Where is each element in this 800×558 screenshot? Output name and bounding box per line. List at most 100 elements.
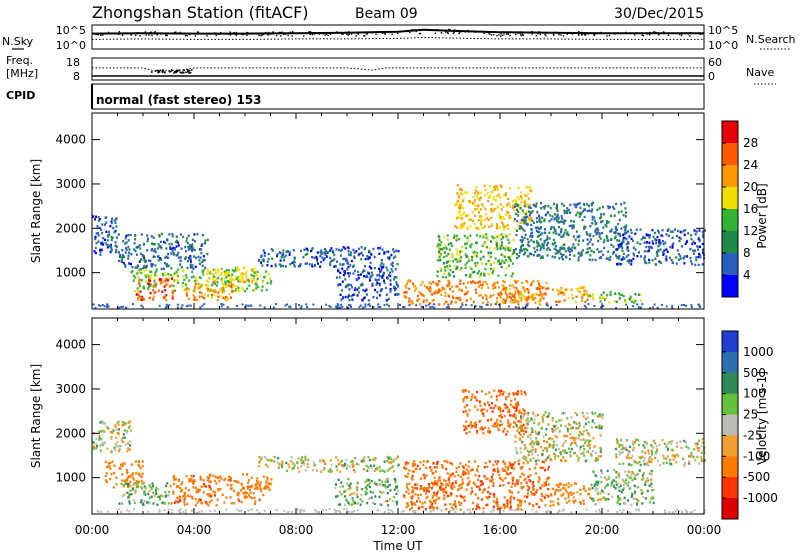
power-cell-2 [233,279,235,281]
velocity-cell-3 [260,488,262,490]
velocity-cell-6 [501,506,503,508]
velocity-cell-6 [532,481,534,483]
power-cell-3 [160,282,162,284]
power-cell-4 [227,285,229,287]
noise-tick-left-top: 10^5 [56,24,86,37]
power-cell-11 [509,288,511,290]
power-cell-14 [616,263,618,265]
noise-point [520,34,521,35]
velocity-cell-4 [375,468,377,470]
noise-point [118,34,119,35]
power-cell-14 [691,243,693,245]
velocity-cell-5 [394,489,396,491]
cpid-text: normal (fast stereo) 153 [96,93,262,107]
power-cell-12 [625,226,627,228]
velocity-cell-8 [591,426,593,428]
power-cell-12 [602,206,604,208]
velocity-cell-3 [259,499,261,501]
power-cell-1 [125,251,127,253]
power-cell-12 [569,204,571,206]
power-cell-6 [286,251,288,253]
power-cell-8 [470,298,472,300]
power-cell-9 [443,256,445,258]
power-cell-8 [436,291,438,293]
velocity-cell-9 [580,493,582,495]
velocity-cell-6 [512,477,514,479]
power-cell-1 [180,233,182,235]
velocity-cell-5 [385,500,387,502]
power-cell-1 [143,243,145,245]
velocity-cell-3 [191,496,193,498]
power-cell-2 [236,275,238,277]
velocity-cell-1 [105,475,107,477]
power-cell-9 [483,243,485,245]
velocity-cell-7 [490,396,492,398]
velocity-cell-2 [146,501,148,503]
power-cell-2 [246,288,248,290]
velocity-cell-3 [175,478,177,480]
power-cell-9 [444,266,446,268]
power-cell-13 [614,300,616,302]
noise-point [290,32,291,33]
power-cell-6 [370,253,372,255]
velocity-cell-3 [217,499,219,501]
noise-point [236,35,237,36]
velocity-cell-6 [523,474,525,476]
power-cell-1 [127,257,129,259]
velocity-cell-6 [457,474,459,476]
noise-point [581,32,582,33]
velocity-cell-8 [586,451,588,453]
power-cell-4 [196,299,198,301]
power-cell-5 [221,268,223,270]
power-cell-4 [188,298,190,300]
velocity-cell-7 [482,432,484,434]
noise-tick-right-top: 10^5 [708,24,738,37]
noise-point [268,34,269,35]
velocity-cell-6 [521,508,523,510]
velocity-cell-3 [242,492,244,494]
velocity-cell-6 [510,503,512,505]
power-cell-14 [630,229,632,231]
velocity-cell-6 [425,508,427,510]
power-cell-8 [470,281,472,283]
power-cell-1 [144,261,146,263]
power-cell-4 [193,299,195,301]
velocity-cell-8 [537,414,539,416]
power-cell-9 [456,237,458,239]
noise-point [185,35,186,36]
velocity-cell-2 [161,502,163,504]
velocity-cell-6 [408,492,410,494]
power-cell-5 [228,274,230,276]
power-cell-6 [329,262,331,264]
velocity-cell-8 [553,444,555,446]
power-cell-9 [504,234,506,236]
velocity-cell-7 [493,407,495,409]
power-cell-ground [486,304,488,306]
power-cell-0 [114,219,116,221]
velocity-cell-7 [513,426,515,428]
velocity-cell-5 [369,486,371,488]
velocity-cell-3 [192,486,194,488]
noise-point [493,34,494,35]
velocity-cell-6 [433,484,435,486]
power-cell-12 [519,228,521,230]
velocity-cell-6 [545,481,547,483]
power-cell-ground [698,304,700,306]
power-cell-10 [507,228,509,230]
velocity-cell-4 [258,465,260,467]
velocity-cell-7 [482,412,484,414]
power-cell-8 [482,284,484,286]
power-cell-0 [111,236,113,238]
noise-line-1 [92,38,704,40]
power-cell-11 [577,289,579,291]
power-cell-8 [497,281,499,283]
velocity-cell-3 [254,487,256,489]
power-cell-12 [563,219,565,221]
power-cell-0 [102,237,104,239]
noise-point [171,33,172,34]
power-cell-8 [543,297,545,299]
power-cell-12 [524,205,526,207]
velocity-cell-0 [129,444,131,446]
noise-point [125,32,126,33]
power-cell-13 [638,294,640,296]
